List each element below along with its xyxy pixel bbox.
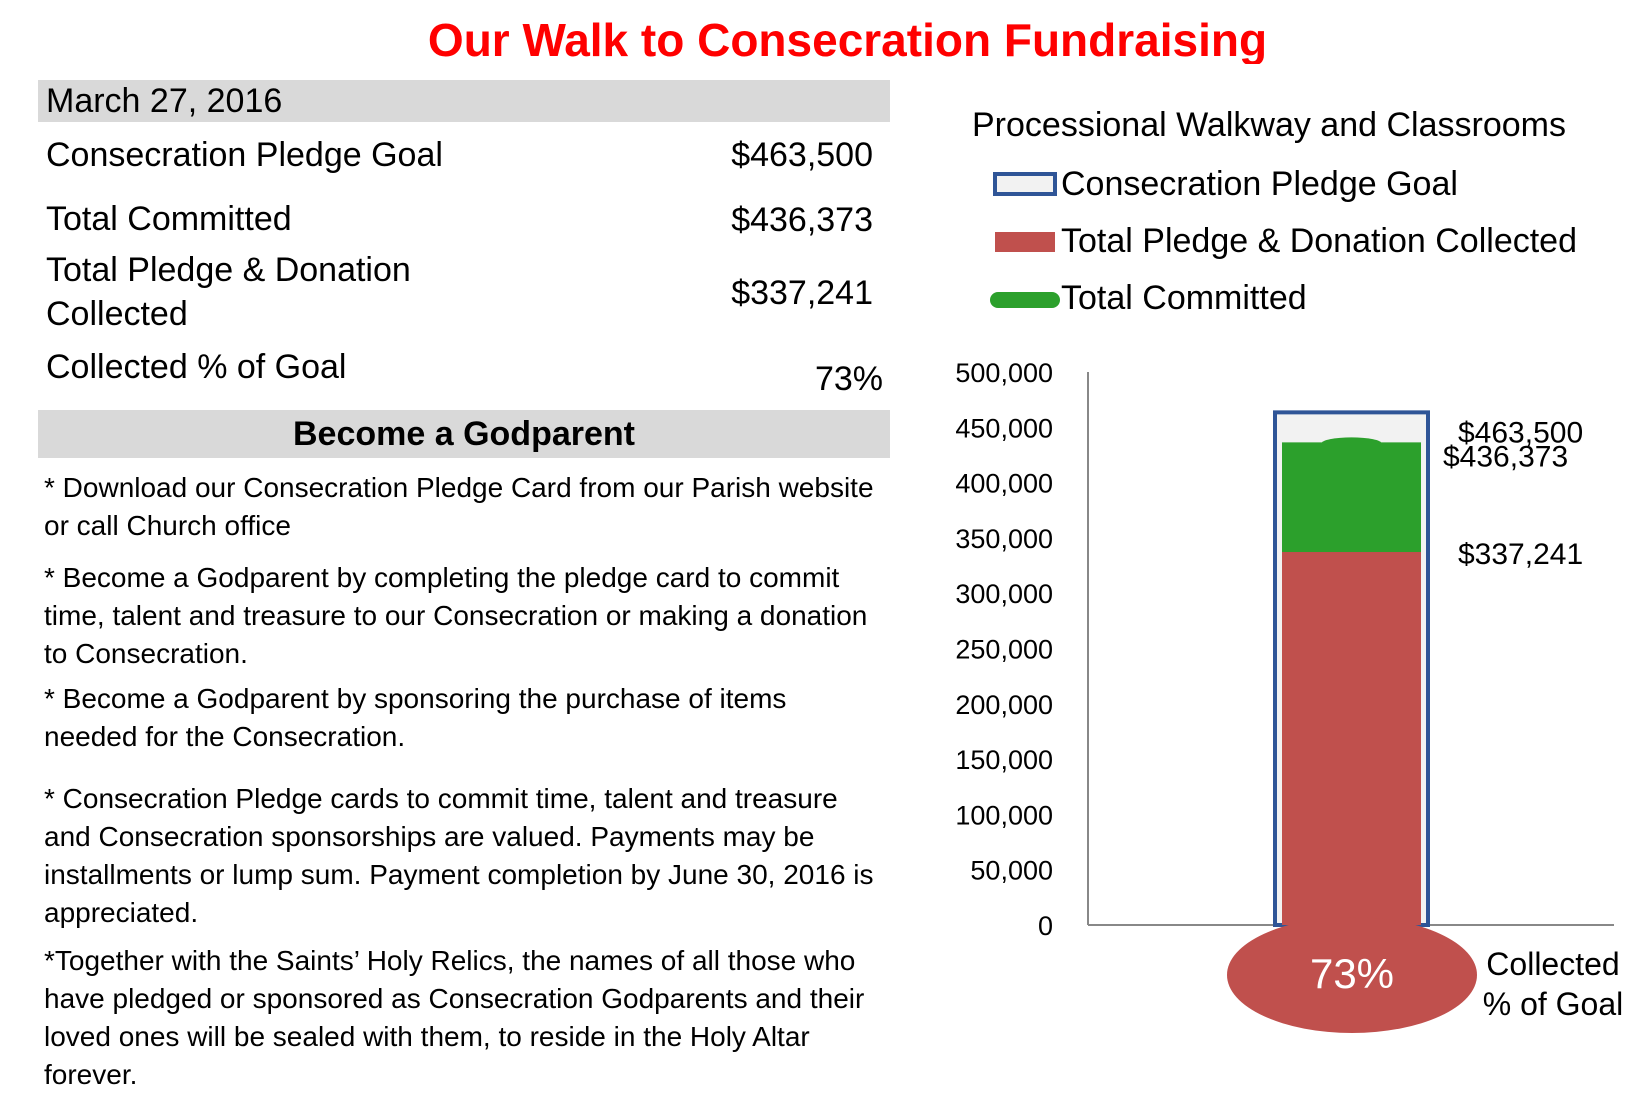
pledge-goal-label: Consecration Pledge Goal [46, 136, 443, 174]
legend-label-collected: Total Pledge & Donation Collected [1061, 222, 1577, 260]
bulb-caption: Collected % of Goal [1478, 944, 1628, 1024]
date-header-bar [38, 80, 890, 122]
page-title: Our Walk to Consecration Fundraising [427, 14, 1268, 64]
y-tick-label: 100,000 [955, 800, 1053, 830]
legend-marker-goal [993, 172, 1057, 196]
legend-label-committed: Total Committed [1061, 279, 1307, 317]
godparent-paragraph: * Consecration Pledge cards to commit ti… [44, 783, 874, 928]
total-collected-value: $337,241 [731, 274, 873, 312]
y-tick-label: 150,000 [955, 745, 1053, 775]
godparent-header-bar [38, 410, 890, 458]
y-tick-label: 450,000 [955, 413, 1053, 443]
legend-label-goal: Consecration Pledge Goal [1061, 165, 1458, 203]
collected-percent-label: Collected % of Goal [46, 348, 347, 386]
godparent-heading: Become a Godparent [293, 415, 635, 453]
godparent-paragraph: * Download our Consecration Pledge Card … [44, 472, 874, 541]
y-tick-label: 0 [1038, 911, 1053, 941]
godparent-paragraph: *Together with the Saints’ Holy Relics, … [44, 945, 865, 1090]
committed-cap [1321, 437, 1382, 450]
total-committed-value: $436,373 [731, 201, 873, 239]
y-tick-label: 50,000 [970, 856, 1053, 886]
data-label-pledge-goal: $463,500 [1458, 416, 1583, 449]
y-tick-label: 300,000 [955, 579, 1053, 609]
bulb-caption-line: Collected [1486, 946, 1620, 982]
bar-total-collected [1282, 552, 1421, 925]
chart-subtitle: Processional Walkway and Classrooms [972, 106, 1566, 144]
data-label-total-collected: $337,241 [1458, 538, 1583, 571]
collected-percent-value: 73% [814, 360, 883, 398]
report-date: March 27, 2016 [46, 82, 283, 120]
thermometer-bulb [1227, 917, 1477, 1033]
y-tick-label: 350,000 [955, 524, 1053, 554]
bulb-caption-line: % of Goal [1482, 986, 1624, 1022]
total-collected-label: Total Pledge & Donation Collected [46, 251, 411, 333]
pledge-goal-value: $463,500 [731, 136, 873, 174]
y-tick-label: 200,000 [955, 690, 1053, 720]
legend-marker-collected [995, 232, 1055, 252]
godparent-paragraph: * Become a Godparent by sponsoring the p… [44, 683, 787, 752]
bulb-percent-label: 73% [1310, 950, 1394, 997]
y-tick-label: 500,000 [955, 358, 1053, 388]
y-tick-label: 250,000 [955, 635, 1053, 665]
y-tick-label: 400,000 [955, 469, 1053, 499]
legend-marker-committed [990, 292, 1060, 308]
data-label-total-committed: $436,373 [1443, 440, 1568, 473]
godparent-paragraph: * Become a Godparent by completing the p… [44, 562, 868, 669]
total-committed-label: Total Committed [46, 200, 292, 238]
